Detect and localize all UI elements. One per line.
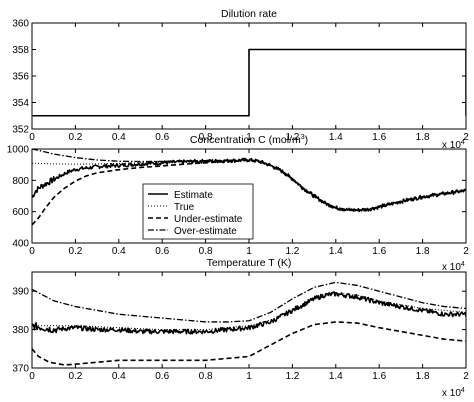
x-tick-label: 1.2 [285,371,299,382]
panel-dilution-rate: Dilution rate 0 0.2 0.4 0.6 0.8 1 1.2 1.4 1.6 1.8… [12,8,469,151]
axes-frame [31,271,467,369]
panel-temperature: Temperature T (K) 0 0.2 0.4 0.6 0.8 1 1.2 1.4 1.… [12,257,469,399]
x-tick-label: 2 [463,371,469,382]
panel-title: Concentration C (mol/m3) [190,134,308,146]
legend-label-under: Under-estimate [174,214,243,225]
x-tick-label: 1.2 [285,132,299,143]
axes-layer: 0 0.2 0.4 0.6 0.8 1 1.2 1.4 1.6 1.8 2 352 354 356 358 3… [12,19,469,144]
x-tick-label: 1.4 [329,371,343,382]
x-multiplier: x 104 [442,139,465,151]
x-multiplier: x 104 [442,261,465,273]
y-tick-label: 1000 [7,145,30,156]
series-line-true [32,292,466,331]
x-tick-label: 0.2 [68,371,82,382]
series-line-estimate [32,291,466,335]
x-tick-label: 2 [463,246,469,257]
legend: Estimate True Under-estimate Over-estima… [142,183,254,240]
x-tick-label: 1.8 [416,371,430,382]
x-tick-label: 1.6 [372,132,386,143]
axes-layer: 0 0.2 0.4 0.6 0.8 1 1.2 1.4 1.6 1.8 2 370 380 390 [12,271,469,382]
y-tick-label: 370 [12,364,29,375]
x-tick-label: 1.6 [372,246,386,257]
data-layer [32,48,466,117]
x-tick-label: 1.2 [285,246,299,257]
x-tick-label: 1.6 [372,371,386,382]
y-tick-label: 390 [12,287,29,298]
x-tick-label: 0.2 [68,132,82,143]
y-tick-label: 360 [12,19,29,30]
legend-label-over: Over-estimate [174,226,237,237]
x-tick-label: 1 [246,246,252,257]
x-tick-label: 0 [29,371,35,382]
x-tick-label: 0.8 [199,132,213,143]
x-tick-label: 1 [246,132,252,143]
data-layer [32,149,466,226]
x-tick-label: 0.8 [199,246,213,257]
series-line-dilution [32,48,466,117]
series-line-over-estimate [32,149,466,211]
x-tick-label: 0.4 [112,371,126,382]
y-tick-label: 800 [12,176,29,187]
x-tick-label: 0.6 [155,246,169,257]
x-tick-label: 1 [246,371,252,382]
legend-label-true: True [174,202,195,213]
x-tick-label: 0 [29,132,35,143]
y-tick-label: 400 [12,239,29,250]
series-line-estimate [32,157,466,213]
x-tick-label: 0.8 [199,371,213,382]
x-tick-label: 0 [29,246,35,257]
x-tick-label: 0.6 [155,132,169,143]
panel-concentration: Concentration C (mol/m3) 0 0.2 0.4 0.6 0.8 1 1… [7,134,469,273]
x-tick-label: 0.4 [112,246,126,257]
series-line-over-estimate [32,281,466,323]
y-tick-label: 380 [12,325,29,336]
x-tick-label: 0.6 [155,371,169,382]
y-tick-label: 352 [12,125,29,136]
series-line-under-estimate [32,321,466,366]
data-layer [32,281,466,366]
panel-title: Temperature T (K) [207,257,292,269]
x-tick-label: 1.4 [329,246,343,257]
y-tick-label: 356 [12,72,29,83]
x-tick-label: 0.4 [112,132,126,143]
y-tick-label: 354 [12,98,29,109]
panel-title: Dilution rate [221,8,277,20]
y-tick-label: 358 [12,45,29,56]
x-tick-label: 1.4 [329,132,343,143]
x-tick-label: 1.8 [416,132,430,143]
series-line-under-estimate [32,159,466,226]
x-tick-label: 2 [463,132,469,143]
x-tick-label: 0.2 [68,246,82,257]
x-tick-label: 1.8 [416,246,430,257]
x-multiplier: x 104 [442,387,465,399]
axes-layer: 0 0.2 0.4 0.6 0.8 1 1.2 1.4 1.6 1.8 2 400 600 800 1000 [7,145,469,258]
y-tick-label: 600 [12,207,29,218]
legend-label-estimate: Estimate [174,190,213,201]
